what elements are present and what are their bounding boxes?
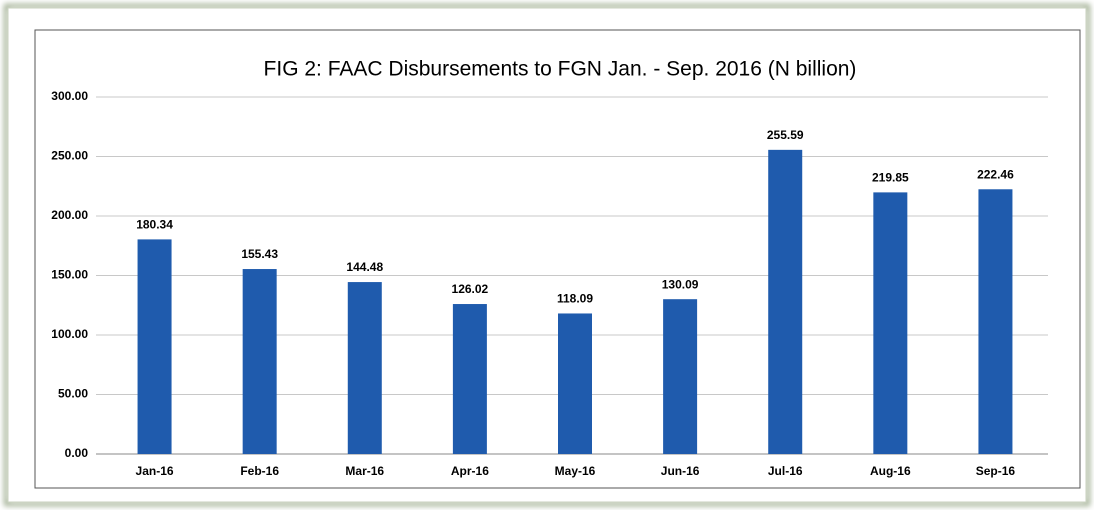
y-tick-label: 250.00: [51, 149, 88, 163]
value-label: 180.34: [136, 218, 173, 232]
bar: [768, 149, 803, 454]
frame-shadow: [4, 4, 1090, 506]
value-label: 118.09: [557, 292, 593, 306]
x-tick-label: Jun-16: [661, 464, 700, 478]
bar: [452, 304, 487, 454]
x-tick-label: Aug-16: [870, 464, 911, 478]
chart-border: [34, 29, 1081, 489]
y-tick-label: 50.00: [58, 387, 88, 401]
x-tick-label: Mar-16: [345, 464, 384, 478]
bar: [873, 192, 908, 455]
bar: [347, 282, 382, 454]
y-tick-label: 200.00: [51, 208, 88, 222]
bar: [558, 313, 592, 454]
x-tick-label: Apr-16: [451, 464, 489, 478]
y-tick-label: 300.00: [51, 89, 88, 103]
value-label: 155.43: [241, 247, 278, 261]
y-tick-label: 0.00: [65, 446, 89, 460]
x-tick-label: Jul-16: [768, 464, 803, 478]
bar: [137, 239, 172, 454]
value-label: 255.59: [767, 128, 804, 142]
chart-title: FIG 2: FAAC Disbursements to FGN Jan. - …: [264, 58, 857, 81]
value-label: 219.85: [872, 171, 909, 185]
x-tick-label: Jan-16: [136, 464, 174, 478]
y-tick-label: 100.00: [51, 327, 88, 341]
value-label: 222.46: [977, 167, 1014, 181]
bar: [978, 189, 1013, 455]
value-label: 144.48: [346, 260, 383, 274]
x-tick-label: May-16: [555, 464, 596, 478]
x-tick-label: Sep-16: [976, 464, 1016, 478]
x-tick-label: Feb-16: [240, 464, 279, 478]
bar: [663, 299, 698, 454]
value-label: 126.02: [452, 282, 489, 296]
bar: [242, 269, 277, 454]
y-tick-label: 150.00: [51, 268, 88, 282]
value-label: 130.09: [662, 277, 699, 291]
